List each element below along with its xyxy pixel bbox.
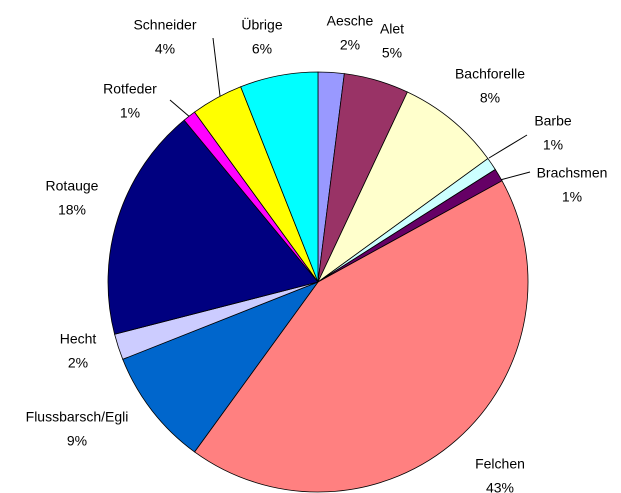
leader-line: [169, 99, 192, 119]
slice-value-label: 4%: [155, 41, 175, 57]
slice-value-label: 9%: [67, 433, 87, 449]
leader-line: [488, 134, 528, 159]
slice-label: Übrige: [241, 16, 282, 33]
pie-slice: [317, 91, 489, 283]
pie-slice: [240, 71, 319, 283]
slice-value-label: 18%: [58, 202, 86, 218]
slice-label: Alet: [380, 21, 404, 37]
pie-slice: [194, 180, 529, 493]
slice-label: Hecht: [60, 331, 97, 347]
slice-label: Bachforelle: [455, 66, 525, 82]
slice-label: Schneider: [133, 17, 196, 33]
slice-value-label: 1%: [562, 189, 582, 205]
slice-value-label: 8%: [480, 90, 500, 106]
slice-label: Flussbarsch/Egli: [26, 409, 129, 425]
slice-value-label: 2%: [340, 37, 360, 53]
leader-line: [212, 37, 221, 97]
pie-slice: [122, 281, 320, 453]
slice-label: Rotfeder: [103, 81, 157, 97]
slice-label: Brachsmen: [537, 165, 608, 181]
slice-label: Aesche: [327, 13, 374, 29]
pie-slice: [107, 119, 319, 335]
slice-value-label: 2%: [68, 355, 88, 371]
slice-value-label: 5%: [382, 45, 402, 61]
slice-value-label: 6%: [252, 41, 272, 57]
leader-line: [499, 171, 531, 181]
slice-label: Felchen: [475, 456, 525, 472]
slice-value-label: 1%: [120, 105, 140, 121]
slice-value-label: 1%: [543, 137, 563, 153]
slice-label: Rotauge: [46, 178, 99, 194]
slice-label: Barbe: [534, 113, 572, 129]
slice-value-label: 43%: [486, 480, 514, 493]
